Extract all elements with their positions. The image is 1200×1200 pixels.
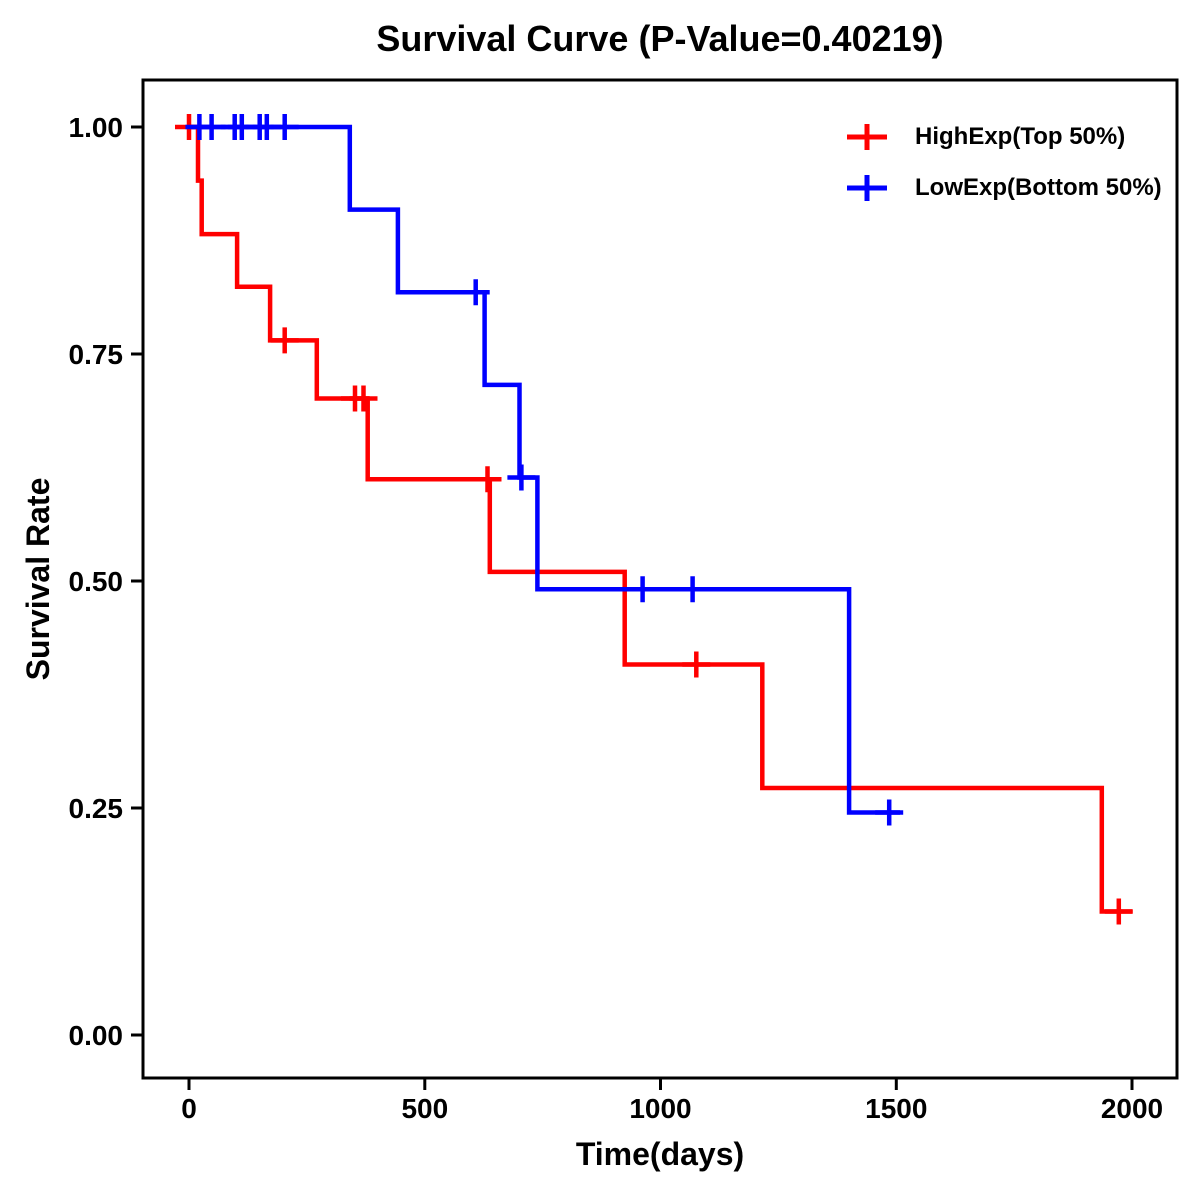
censor-mark (270, 114, 299, 140)
censor-mark (507, 464, 536, 491)
censor-mark (270, 327, 299, 354)
y-tick-label: 0.50 (69, 566, 124, 597)
x-tick-label: 1000 (629, 1093, 691, 1124)
y-tick-label: 0.75 (69, 339, 124, 370)
censor-mark (1104, 898, 1133, 925)
censor-mark (628, 576, 657, 603)
x-tick-label: 500 (401, 1093, 448, 1124)
censor-mark (473, 466, 502, 493)
series-censors-1 (185, 114, 904, 826)
x-axis-label: Time(days) (575, 1136, 745, 1172)
y-tick-label: 1.00 (69, 112, 124, 143)
x-axis-ticks: 0 500 1000 1500 2000 (181, 1078, 1163, 1124)
lowexp-plus-censor-icon (847, 175, 887, 201)
series-curve-1 (189, 124, 900, 815)
legend: HighExp(Top 50%) LowExp(Bottom 50%) (845, 122, 1162, 224)
censor-mark (682, 651, 711, 678)
legend-item-highexp: HighExp(Top 50%) (845, 122, 1162, 152)
y-tick-label: 0.25 (69, 793, 124, 824)
panel-frame (141, 78, 1179, 1080)
censor-mark (875, 799, 904, 826)
series-censors-0 (175, 114, 1133, 925)
series-curve-0 (189, 124, 1132, 914)
km-step-curve (189, 124, 1132, 914)
highexp-plus-censor-icon (847, 124, 887, 150)
censor-mark (678, 576, 707, 603)
censor-mark (461, 279, 490, 306)
y-tick-label: 0.00 (69, 1020, 124, 1051)
legend-label-lowexp: LowExp(Bottom 50%) (915, 174, 1162, 201)
x-tick-label: 1500 (865, 1093, 927, 1124)
censor-mark (349, 385, 378, 412)
x-tick-label: 0 (181, 1093, 197, 1124)
y-axis-ticks: 1.00 0.75 0.50 0.25 0.00 (69, 112, 143, 1051)
legend-label-highexp: HighExp(Top 50%) (915, 123, 1126, 150)
km-step-curve (189, 124, 900, 815)
legend-item-lowexp: LowExp(Bottom 50%) (845, 173, 1162, 203)
x-tick-label: 2000 (1101, 1093, 1163, 1124)
chart-title: Survival Curve (P-Value=0.40219) (376, 18, 944, 59)
